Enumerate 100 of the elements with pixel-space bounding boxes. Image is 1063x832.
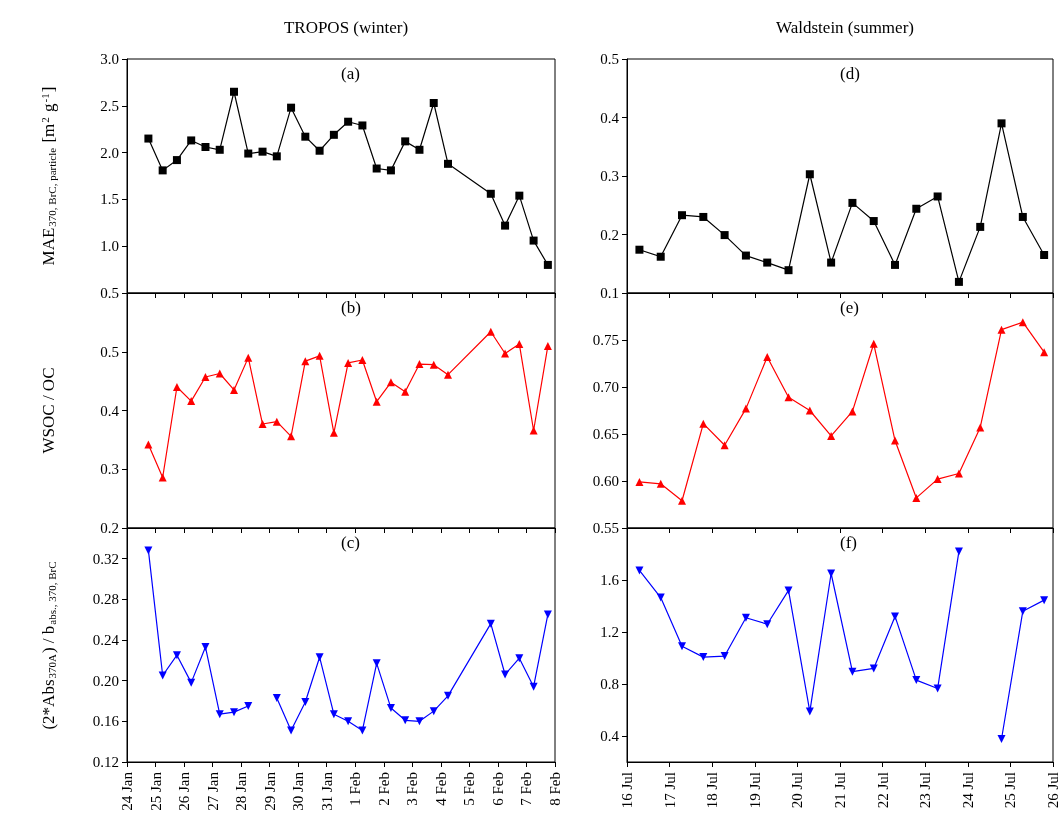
point [784,586,793,595]
x-tick-label: 17 Jul [661,772,678,809]
point [656,252,665,261]
point [415,360,424,369]
point [741,251,750,260]
point [656,479,665,488]
annotation: (e) [840,298,859,317]
point [848,198,857,207]
point [144,440,153,449]
x-tick-label: 26 Jan [176,771,193,811]
point [912,493,921,502]
point [386,704,395,713]
point [386,166,395,175]
point [215,710,224,719]
y-tick-label: 0.24 [92,631,120,648]
y-tick-label: 1.5 [100,191,119,208]
point [315,146,324,155]
point [344,358,353,367]
point [763,352,772,361]
x-tick-label: 3 Feb [404,772,421,806]
point [805,170,814,179]
point [997,734,1006,743]
point [891,612,900,621]
y-tick-label: 0.4 [100,402,120,419]
point [187,136,196,145]
chart-title: TROPOS (winter) [283,18,409,37]
point [401,716,410,725]
point [230,385,238,394]
x-tick-label: 8 Feb [547,772,563,806]
x-tick-label: 21 Jul [832,772,848,809]
x-tick-label: 4 Feb [432,772,449,806]
point [976,222,985,231]
point [372,659,381,668]
point [869,217,878,226]
point [230,87,238,96]
point [158,166,167,175]
point [415,145,424,154]
point [869,664,878,673]
y-tick-label: 0.75 [592,332,619,348]
point [741,404,750,413]
point [784,393,793,402]
y-tick-label: 3.0 [100,51,119,67]
point [287,103,296,112]
point [172,383,181,391]
x-tick-label: 16 Jul [619,772,635,809]
y-tick-label: 1.0 [100,238,119,255]
point [401,387,410,396]
point [358,726,367,735]
point [329,130,338,139]
point [358,121,367,130]
point [329,428,338,437]
point [635,477,644,486]
point [869,339,878,348]
point [1040,250,1049,259]
y-tick-label: 0.55 [592,520,619,536]
point [244,702,253,711]
x-tick-label: 22 Jul [874,772,891,809]
y-tick-label: 0.12 [92,754,119,770]
point [401,137,410,146]
point [244,149,253,158]
point [1040,348,1049,357]
point [699,419,708,428]
point [933,475,942,484]
point [329,710,338,719]
point [912,204,921,213]
y-tick-label: 0.65 [592,426,619,442]
y-tick-label: 0.3 [600,168,619,184]
annotation: (d) [840,64,860,83]
x-tick-label: 29 Jan [261,771,278,811]
point [1018,318,1027,327]
y-tick-label: 0.2 [600,226,619,243]
point [891,260,900,269]
x-tick-label: 24 Jan [119,771,135,811]
point [741,613,750,622]
y-tick-label: 0.3 [100,461,119,478]
x-tick-label: 2 Feb [375,772,392,806]
point [444,159,452,168]
y-tick-label: 2.5 [100,97,119,114]
point [763,258,772,267]
x-tick-label: 23 Jul [917,772,934,809]
point [315,351,324,360]
point [429,98,438,107]
point [720,231,729,240]
point [429,360,438,369]
point [187,397,196,406]
point [258,147,267,156]
point [444,370,452,379]
point [244,353,253,362]
annotation: (c) [341,533,360,552]
point [287,726,296,735]
x-tick-label: 30 Jan [290,771,307,811]
point [699,653,708,662]
y-tick-label: 0.1 [600,285,619,301]
x-tick-label: 27 Jan [204,771,221,811]
y-tick-label: 0.16 [92,713,120,730]
point [429,707,438,716]
point [301,357,310,366]
point [1040,596,1049,605]
x-tick-label: 7 Feb [518,772,535,806]
x-tick-label: 28 Jan [233,771,250,811]
